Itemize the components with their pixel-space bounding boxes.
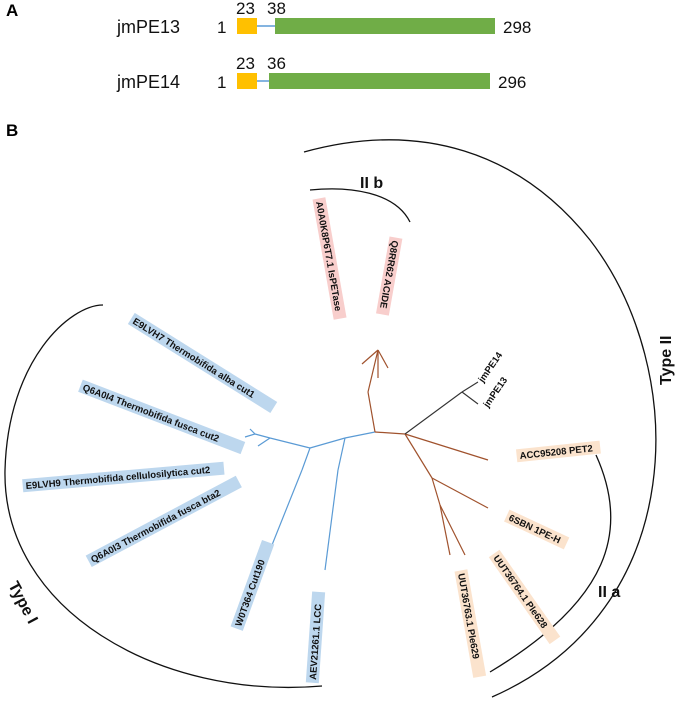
signal-end-position: 23 bbox=[236, 0, 255, 18]
leaf-highlight bbox=[230, 539, 275, 631]
signal-peptide-box bbox=[237, 73, 257, 89]
type-i-arc bbox=[4, 304, 323, 688]
end-position: 296 bbox=[498, 73, 526, 92]
leaf-e9lvh9: E9LVH9 Thermobifida cellulosilytica cut2 bbox=[22, 461, 225, 493]
leaf-acc95208: ACC95208 PET2 bbox=[515, 440, 601, 463]
leaf-highlight bbox=[85, 475, 242, 568]
start-position: 1 bbox=[217, 73, 226, 92]
leaf-label: AEV21261.1 LCC bbox=[308, 603, 324, 680]
leaf-q8rr62: Q8RR62 ACIDE bbox=[376, 236, 403, 316]
protein-jmpe13: jmPE13 1 23 38 298 bbox=[116, 0, 531, 37]
leaf-6sbn: 6SBN 1PE-H bbox=[504, 509, 570, 550]
signal-peptide-box bbox=[237, 18, 257, 34]
protein-jmpe14: jmPE14 1 23 36 296 bbox=[116, 54, 526, 92]
leaf-highlight bbox=[305, 591, 326, 684]
leaf-aev21261: AEV21261.1 LCC bbox=[305, 591, 326, 684]
leaf-label: UUT36763.1 Ple629 bbox=[455, 573, 481, 660]
leaf-label: Q8RR62 ACIDE bbox=[377, 239, 400, 309]
domain-start-position: 36 bbox=[267, 54, 286, 73]
jmpe-branches bbox=[404, 381, 479, 435]
leaf-highlight bbox=[22, 461, 225, 493]
start-position: 1 bbox=[217, 18, 226, 37]
domain-start-position: 38 bbox=[267, 0, 286, 18]
panel-b-label: B bbox=[6, 121, 18, 140]
catalytic-domain-box bbox=[269, 73, 490, 89]
panel-a-label: A bbox=[6, 1, 18, 20]
leaf-label: 6SBN 1PE-H bbox=[507, 513, 562, 547]
protein-name: jmPE13 bbox=[116, 17, 180, 37]
leaf-highlight bbox=[504, 509, 570, 550]
type-i-label: Type I bbox=[4, 579, 40, 627]
panel-a: A jmPE13 1 23 38 298 jmPE14 1 23 36 296 bbox=[6, 0, 531, 92]
panel-b: B Type I Type II II b II a bbox=[4, 121, 675, 698]
leaf-uut36764: UUT36764.1 Ple628 bbox=[488, 549, 561, 645]
leaf-e9lvh7: E9LVH7 Thermobifida alba cut1 bbox=[127, 312, 278, 413]
leaf-highlight bbox=[488, 549, 561, 645]
leaf-q6a0i3: Q6A0I3 Thermobifida fusca bta2 bbox=[85, 475, 242, 568]
end-position: 298 bbox=[503, 18, 531, 37]
leaf-label: ACC95208 PET2 bbox=[519, 443, 593, 462]
signal-end-position: 23 bbox=[236, 54, 255, 73]
leaf-label: UUT36764.1 Ple628 bbox=[491, 553, 550, 630]
protein-name: jmPE14 bbox=[116, 72, 180, 92]
leaf-highlight bbox=[515, 440, 601, 463]
type-ii-branches bbox=[361, 349, 489, 556]
type-iia-arc bbox=[489, 454, 612, 673]
type-iib-label: II b bbox=[360, 175, 383, 192]
leaf-highlight bbox=[78, 379, 246, 455]
type-i-branches bbox=[244, 428, 376, 571]
leaf-highlight bbox=[127, 312, 278, 413]
leaf-a0a0k8p6t7: A0A0K8P6T7.1 IsPETase bbox=[312, 197, 347, 320]
leaf-highlight bbox=[454, 569, 487, 678]
leaf-label: Q6A0I3 Thermobifida fusca bta2 bbox=[89, 488, 222, 566]
type-ii-arc bbox=[303, 139, 657, 698]
type-iib-arc bbox=[309, 188, 411, 223]
leaf-w0t364: W0T364 Cut190 bbox=[230, 539, 275, 631]
leaf-highlight bbox=[312, 197, 347, 320]
leaf-label: Q6A0I4 Thermobifida fusca cut2 bbox=[81, 383, 220, 445]
type-ii-label: Type II bbox=[658, 336, 675, 386]
leaf-label: E9LVH9 Thermobifida cellulosilytica cut2 bbox=[25, 465, 210, 492]
leaf-uut36763: UUT36763.1 Ple629 bbox=[454, 569, 487, 678]
catalytic-domain-box bbox=[275, 18, 495, 34]
leaf-label: W0T364 Cut190 bbox=[233, 558, 267, 628]
type-iia-label: II a bbox=[598, 584, 620, 601]
leaf-label: E9LVH7 Thermobifida alba cut1 bbox=[130, 316, 257, 401]
leaf-q6a0i4: Q6A0I4 Thermobifida fusca cut2 bbox=[78, 379, 246, 455]
leaf-highlight bbox=[376, 236, 403, 316]
